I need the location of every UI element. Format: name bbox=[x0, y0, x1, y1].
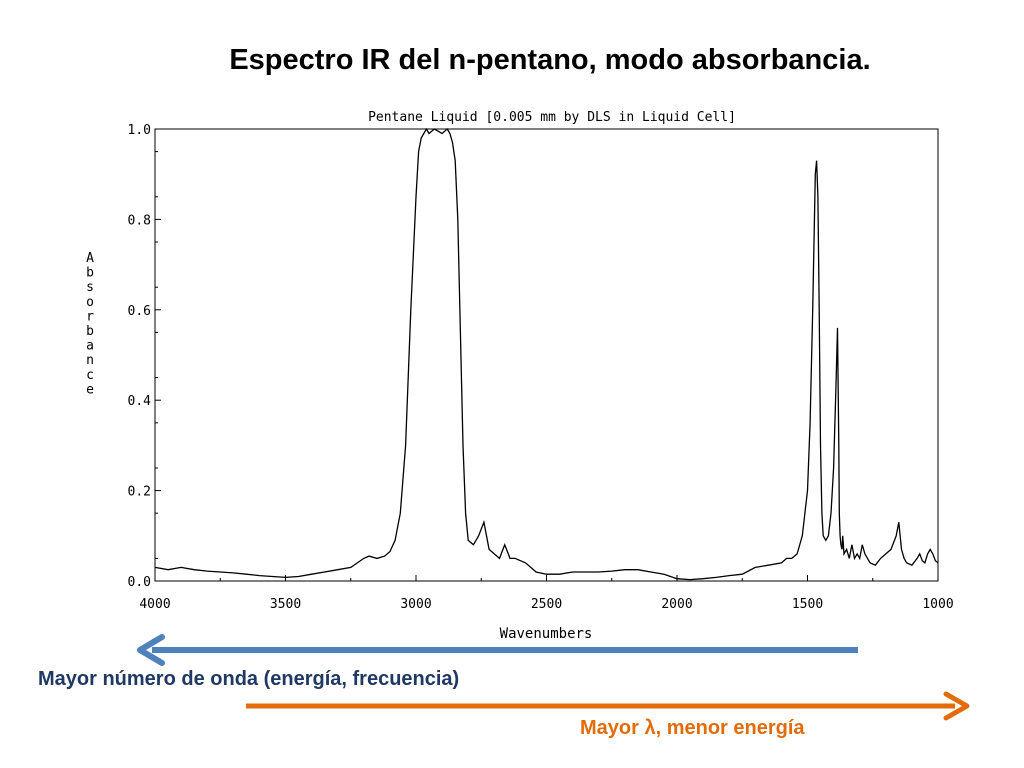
y-axis-label-char: A bbox=[86, 251, 94, 266]
slide-title: Espectro IR del n-pentano, modo absorban… bbox=[229, 44, 871, 76]
y-axis-label-char: r bbox=[86, 309, 94, 324]
x-tick-label: 2000 bbox=[661, 597, 692, 612]
x-tick-label: 4000 bbox=[139, 597, 170, 612]
plot-frame bbox=[154, 128, 939, 582]
y-tick-label: 0.2 bbox=[128, 485, 151, 500]
spectrum-line bbox=[154, 127, 939, 581]
right-arrow bbox=[246, 691, 970, 721]
wavelength-caption: Mayor λ, menor energía bbox=[580, 717, 805, 739]
x-tick-label: 3500 bbox=[270, 597, 301, 612]
x-axis-ticks: 4000 3500 3000 2500 2000 1500 1000 bbox=[139, 575, 954, 612]
y-axis-ticks: 0.0 0.2 0.4 0.6 0.8 1.0 bbox=[128, 123, 161, 590]
y-axis-label-char: c bbox=[86, 368, 94, 383]
y-axis-label-char: e bbox=[86, 382, 94, 397]
y-axis-label-char: n bbox=[86, 353, 94, 368]
y-tick-label: 0.0 bbox=[128, 575, 151, 590]
chart-title: Pentane Liquid [0.005 mm by DLS in Liqui… bbox=[368, 110, 736, 125]
y-axis-label-char: b bbox=[86, 324, 94, 339]
y-axis-label-char: o bbox=[86, 295, 94, 310]
y-axis-label-char: a bbox=[86, 339, 94, 354]
x-tick-label: 3000 bbox=[400, 597, 431, 612]
y-tick-label: 0.4 bbox=[128, 394, 152, 409]
x-tick-label: 1500 bbox=[792, 597, 823, 612]
y-axis-label-char: s bbox=[86, 280, 94, 295]
y-tick-label: 0.8 bbox=[128, 213, 151, 228]
x-tick-label: 2500 bbox=[531, 597, 562, 612]
y-tick-label: 0.6 bbox=[128, 304, 151, 319]
x-axis-label: Wavenumbers bbox=[500, 626, 593, 642]
wavenumber-caption: Mayor número de onda (energía, frecuenci… bbox=[38, 668, 460, 690]
y-axis-label-char: b bbox=[86, 266, 94, 281]
left-arrow bbox=[137, 634, 858, 666]
x-tick-label: 1000 bbox=[922, 597, 953, 612]
y-tick-label: 1.0 bbox=[128, 123, 151, 138]
